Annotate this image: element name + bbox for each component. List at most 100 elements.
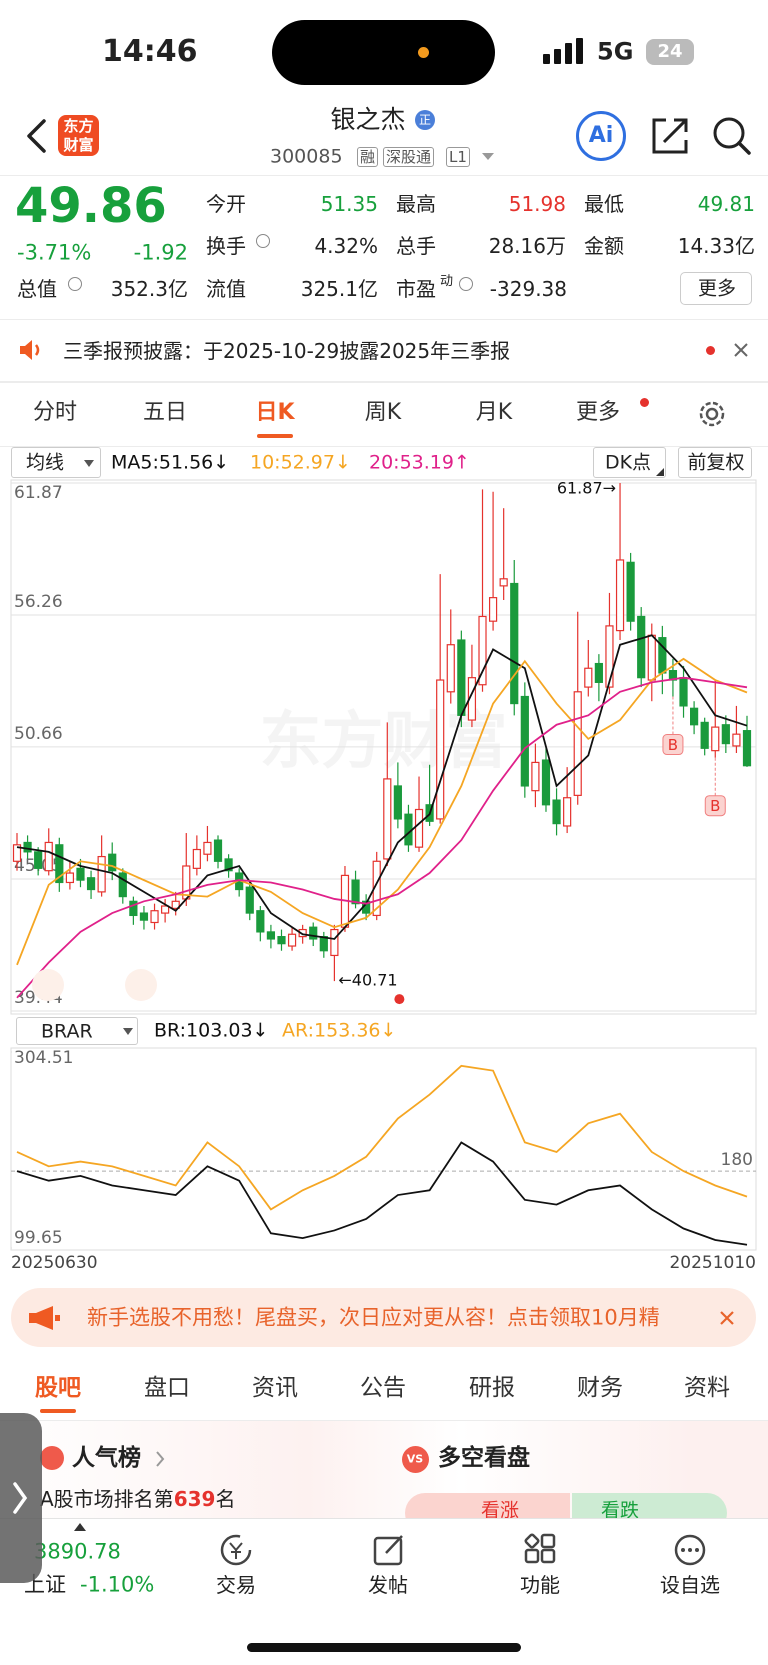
candle-body: [594, 662, 603, 683]
candle-body: [108, 853, 117, 872]
tab[interactable]: 月K: [475, 399, 513, 425]
candle-body: [203, 841, 212, 855]
candle-body: [330, 928, 339, 957]
speaker-icon: [20, 340, 40, 360]
candle-body: [626, 561, 635, 622]
candle-body: [171, 900, 180, 909]
field-label: 总手: [396, 234, 436, 258]
x-label: 20250630: [11, 1253, 98, 1273]
tag: L1: [446, 147, 470, 167]
tab[interactable]: 分时: [32, 399, 78, 425]
candle-body: [150, 910, 159, 924]
bottom-nav: 3890.78 上证 -1.10% 交易 发帖 功能 设自选: [0, 1518, 768, 1665]
info-icon[interactable]: [256, 234, 270, 248]
nav-label[interactable]: 功能: [520, 1573, 560, 1597]
indicator-select[interactable]: 均线: [11, 447, 101, 478]
field-label: 今开: [206, 192, 246, 216]
ma-line: [16, 657, 748, 966]
close-button[interactable]: [733, 342, 749, 358]
candle-body: [309, 926, 318, 940]
search-button[interactable]: [712, 116, 752, 156]
field-value: 49.81: [697, 192, 755, 216]
candle-body: [541, 759, 551, 806]
field-label: 流值: [206, 277, 246, 301]
tab[interactable]: 公告: [360, 1375, 406, 1402]
banner-text: 新手选股不用愁！尾盘买，次日应对更从容！点击领取10月精: [87, 1305, 660, 1330]
func-icon: [524, 1533, 556, 1564]
info-icon[interactable]: [68, 277, 82, 291]
price-annotation: 61.87→: [557, 479, 616, 498]
candle-body: [383, 778, 392, 860]
change-pct: -3.71%: [17, 240, 92, 265]
divider: [0, 1420, 768, 1421]
candle-body: [86, 877, 96, 891]
candle-body: [552, 799, 561, 825]
notice-text[interactable]: 三季报预披露：于2025-10-29披露2025年三季报: [63, 339, 511, 363]
y-tick-label: 304.51: [14, 1048, 73, 1068]
banner-clip: 新手选股不用愁！尾盘买，次日应对更从容！点击领取10月精: [87, 1288, 697, 1347]
change: -1.92: [133, 240, 188, 265]
candle-body: [351, 879, 360, 905]
y-tick-label: 50.66: [14, 724, 63, 744]
divider: [0, 175, 768, 176]
divider: [0, 446, 768, 447]
app-logo[interactable]: 东方 财富: [58, 115, 99, 156]
candle-body: [404, 813, 413, 846]
tab[interactable]: 日K: [255, 399, 295, 425]
tab[interactable]: 股吧: [35, 1375, 81, 1402]
tab[interactable]: 周K: [364, 399, 402, 425]
tab[interactable]: 五日: [142, 399, 188, 425]
settings-button[interactable]: [697, 399, 727, 429]
dropdown-caret[interactable]: [481, 152, 495, 162]
tab-underline: [40, 1409, 76, 1413]
field-value: 28.16万: [488, 234, 566, 258]
vs-label: VS: [406, 1452, 424, 1466]
caret: [84, 460, 94, 467]
promo-banner[interactable]: 新手选股不用愁！尾盘买，次日应对更从容！点击领取10月精: [11, 1288, 756, 1347]
field-sup: 动: [440, 274, 454, 290]
candle-body: [277, 936, 286, 945]
chart-frame: [10, 1047, 757, 1251]
candle-body: [732, 733, 741, 747]
stock-code: 300085: [270, 145, 343, 168]
legend-br: BR:103.03↓: [154, 1019, 269, 1042]
expand-icon: [32, 969, 64, 1001]
bear-label: 看跌: [600, 1499, 640, 1522]
candle-body: [55, 844, 64, 884]
stock-name: 银之杰: [330, 105, 406, 134]
sub-indicator-select[interactable]: BRAR: [16, 1017, 138, 1045]
field-label: 金额: [584, 234, 624, 258]
tab[interactable]: 更多: [575, 399, 621, 425]
tab[interactable]: 盘口: [144, 1375, 190, 1402]
close-button[interactable]: [719, 1310, 735, 1326]
tab[interactable]: 资料: [684, 1375, 730, 1402]
share-button[interactable]: [650, 116, 690, 156]
candle-body: [34, 851, 43, 869]
tab[interactable]: 资讯: [252, 1375, 298, 1402]
adjust-button[interactable]: 前复权: [678, 447, 752, 478]
side-drawer-tab[interactable]: [0, 1413, 42, 1583]
candle-body: [12, 844, 22, 862]
candle-body: [679, 677, 688, 707]
indicator-line: [16, 1064, 748, 1211]
candle-body: [721, 724, 730, 745]
card-title[interactable]: 人气榜: [72, 1445, 141, 1472]
candle-body: [478, 615, 487, 686]
nav-label[interactable]: 设自选: [660, 1573, 720, 1597]
card-title[interactable]: 多空看盘: [438, 1445, 530, 1472]
y-tick-label: 61.87: [14, 483, 63, 503]
tab[interactable]: 财务: [577, 1375, 623, 1402]
dk-button[interactable]: DK点: [593, 447, 666, 478]
ai-button[interactable]: Ai: [576, 111, 626, 161]
nav-label[interactable]: 发帖: [368, 1573, 408, 1597]
field-label: 换手: [206, 234, 246, 258]
nav-label[interactable]: 交易: [216, 1573, 256, 1597]
back-button[interactable]: [24, 118, 48, 154]
more-button[interactable]: 更多: [680, 272, 752, 305]
tab[interactable]: 研报: [469, 1375, 515, 1402]
info-icon[interactable]: [459, 277, 473, 291]
candle-body: [44, 841, 53, 872]
candle-body: [531, 761, 540, 792]
legend-ar: AR:153.36↓: [282, 1019, 397, 1042]
logo-line: 财富: [63, 136, 94, 154]
